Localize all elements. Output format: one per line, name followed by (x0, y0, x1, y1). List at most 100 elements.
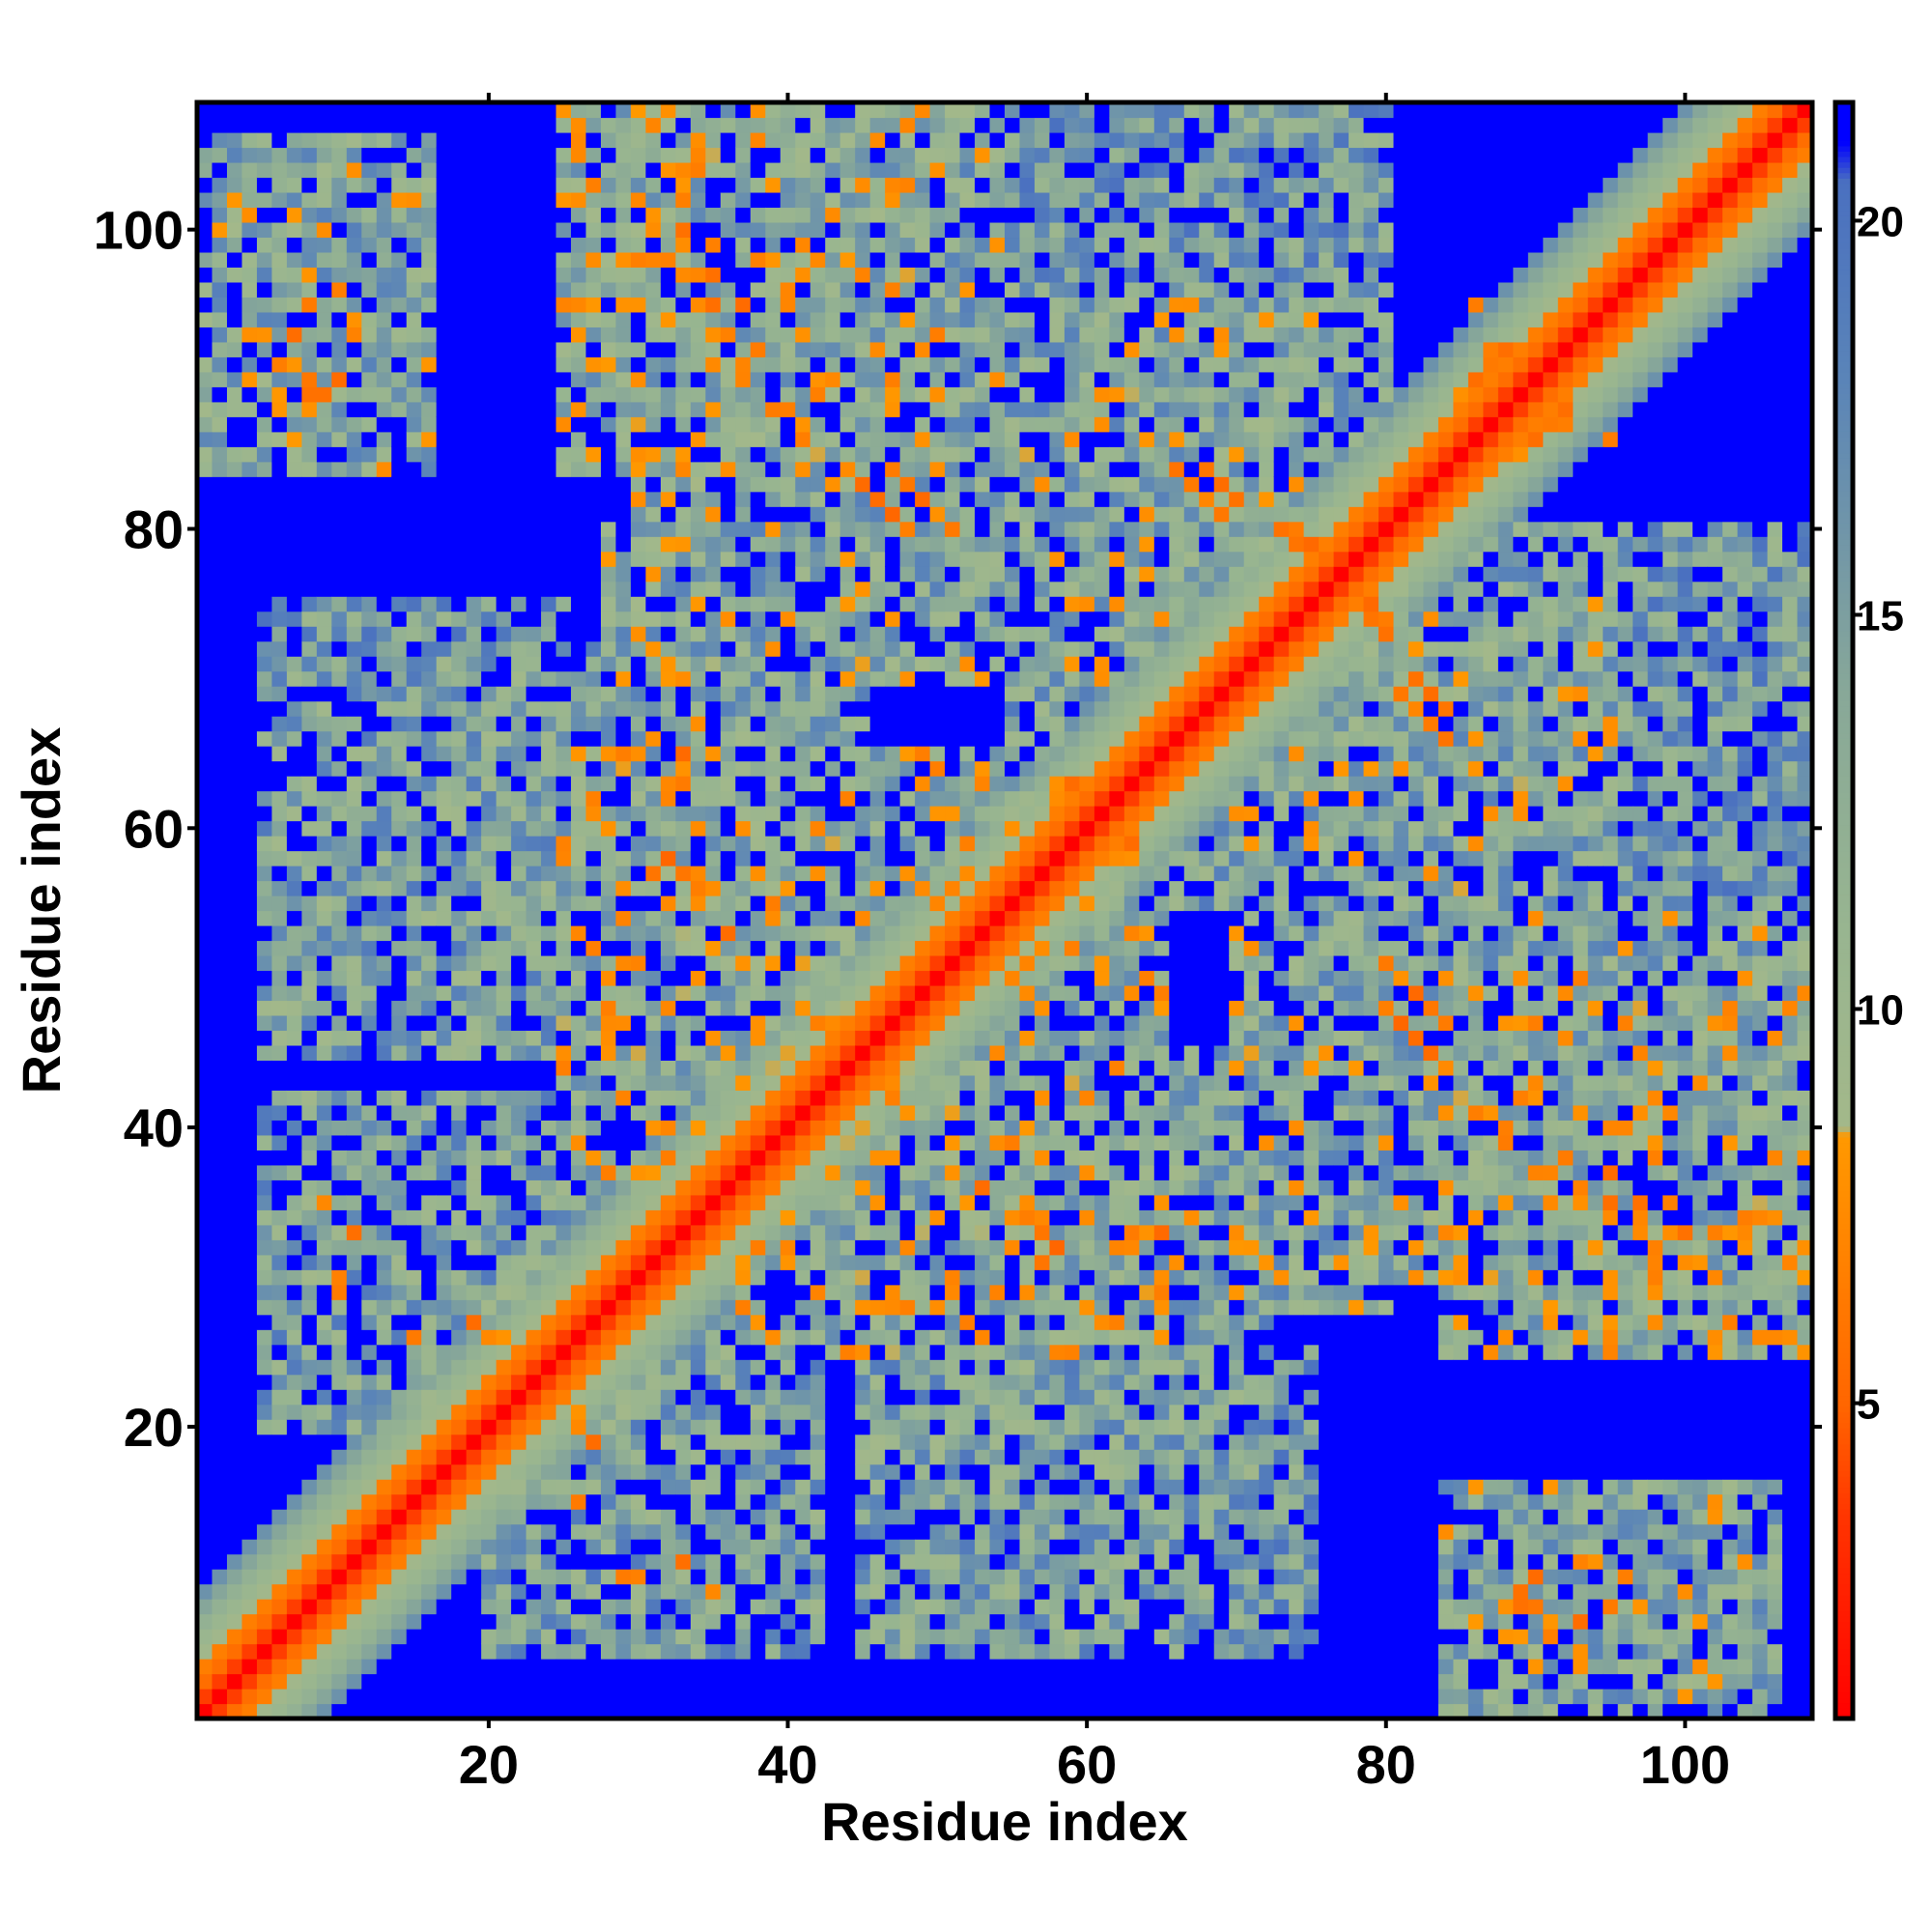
heatmap-cell (346, 416, 362, 433)
heatmap-cell (421, 1239, 438, 1256)
heatmap-cell (765, 656, 781, 672)
heatmap-cell (585, 1659, 602, 1675)
heatmap-cell (825, 1044, 841, 1062)
heatmap-cell (571, 1689, 587, 1705)
heatmap-cell (197, 1434, 213, 1450)
heatmap-cell (869, 1659, 886, 1675)
heatmap-cell (212, 1493, 228, 1510)
heatmap-cell (555, 551, 572, 567)
heatmap-cell (376, 1060, 392, 1076)
heatmap-cell (197, 551, 213, 567)
heatmap-cell (361, 431, 378, 447)
heatmap-cell (585, 1284, 602, 1300)
heatmap-cell (720, 1613, 736, 1630)
heatmap-cell (601, 1134, 617, 1151)
heatmap-cell (511, 1569, 527, 1585)
heatmap-cell (571, 1419, 587, 1435)
heatmap-cell (765, 461, 781, 477)
heatmap-cell (571, 1344, 587, 1360)
heatmap-cell (242, 401, 258, 417)
heatmap-cell (571, 1523, 587, 1540)
heatmap-cell (855, 1539, 871, 1555)
heatmap-cell (630, 1613, 647, 1630)
heatmap-cell (780, 177, 796, 193)
heatmap-cell (212, 1074, 228, 1091)
heatmap-cell (197, 311, 213, 327)
heatmap-cell (780, 341, 796, 357)
heatmap-cell (496, 836, 512, 852)
heatmap-cell (391, 117, 408, 133)
heatmap-cell (645, 1314, 662, 1330)
heatmap-cell (331, 1134, 348, 1151)
heatmap-cell (780, 806, 796, 822)
heatmap-cell (421, 327, 438, 343)
heatmap-cell (555, 626, 572, 642)
heatmap-cell (555, 1224, 572, 1240)
heatmap-cell (466, 910, 482, 926)
heatmap-cell (765, 1673, 781, 1690)
heatmap-cell (765, 177, 781, 193)
heatmap-cell (436, 790, 452, 807)
heatmap-cell (645, 251, 662, 268)
heatmap-cell (526, 1419, 542, 1435)
heatmap-cell (885, 1613, 901, 1630)
heatmap-cell (511, 1209, 527, 1226)
heatmap-cell (750, 102, 766, 119)
heatmap-cell (690, 476, 706, 493)
heatmap-cell (466, 700, 482, 717)
heatmap-cell (391, 850, 408, 867)
heatmap-cell (331, 895, 348, 912)
heatmap-cell (197, 700, 213, 717)
heatmap-cell (526, 1583, 542, 1600)
heatmap-cell (286, 1583, 302, 1600)
heatmap-cell (361, 1703, 378, 1719)
heatmap-cell (391, 371, 408, 387)
heatmap-cell (705, 1134, 722, 1151)
heatmap-cell (197, 461, 213, 477)
heatmap-cell (810, 1389, 826, 1406)
heatmap-cell (331, 746, 348, 762)
heatmap-cell (825, 1120, 841, 1136)
heatmap-cell (391, 1583, 408, 1600)
heatmap-cell (750, 716, 766, 732)
heatmap-cell (630, 1134, 647, 1151)
heatmap-cell (331, 954, 348, 972)
heatmap-cell (242, 1150, 258, 1166)
heatmap-cell (286, 686, 302, 702)
heatmap-cell (316, 836, 332, 852)
heatmap-cell (839, 461, 856, 477)
heatmap-cell (630, 1030, 647, 1046)
heatmap-cell (331, 221, 348, 239)
heatmap-cell (720, 1583, 736, 1600)
heatmap-cell (735, 1479, 752, 1495)
heatmap-cell (226, 596, 243, 612)
heatmap-cell (436, 461, 452, 477)
heatmap-cell (795, 102, 811, 119)
heatmap-cell (810, 102, 826, 119)
heatmap-cell (735, 191, 752, 209)
heatmap-cell (511, 910, 527, 926)
heatmap-cell (780, 970, 796, 986)
heatmap-cell (391, 1404, 408, 1420)
heatmap-cell (571, 117, 587, 133)
heatmap-cell (750, 1120, 766, 1136)
heatmap-cell (466, 102, 482, 119)
heatmap-cell (855, 836, 871, 852)
heatmap-cell (481, 102, 497, 119)
heatmap-cell (825, 954, 841, 972)
heatmap-cell (541, 1523, 557, 1540)
heatmap-cell (541, 1569, 557, 1585)
heatmap-cell (526, 880, 542, 896)
heatmap-cell (316, 1254, 332, 1270)
heatmap-cell (690, 716, 706, 732)
heatmap-cell (765, 581, 781, 597)
heatmap-cell (765, 746, 781, 762)
heatmap-cell (511, 924, 527, 942)
heatmap-cell (481, 716, 497, 732)
heatmap-cell (242, 297, 258, 313)
heatmap-cell (780, 1629, 796, 1645)
heatmap-cell (705, 954, 722, 972)
heatmap-cell (585, 954, 602, 972)
heatmap-cell (496, 1090, 512, 1106)
heatmap-cell (301, 1120, 318, 1136)
